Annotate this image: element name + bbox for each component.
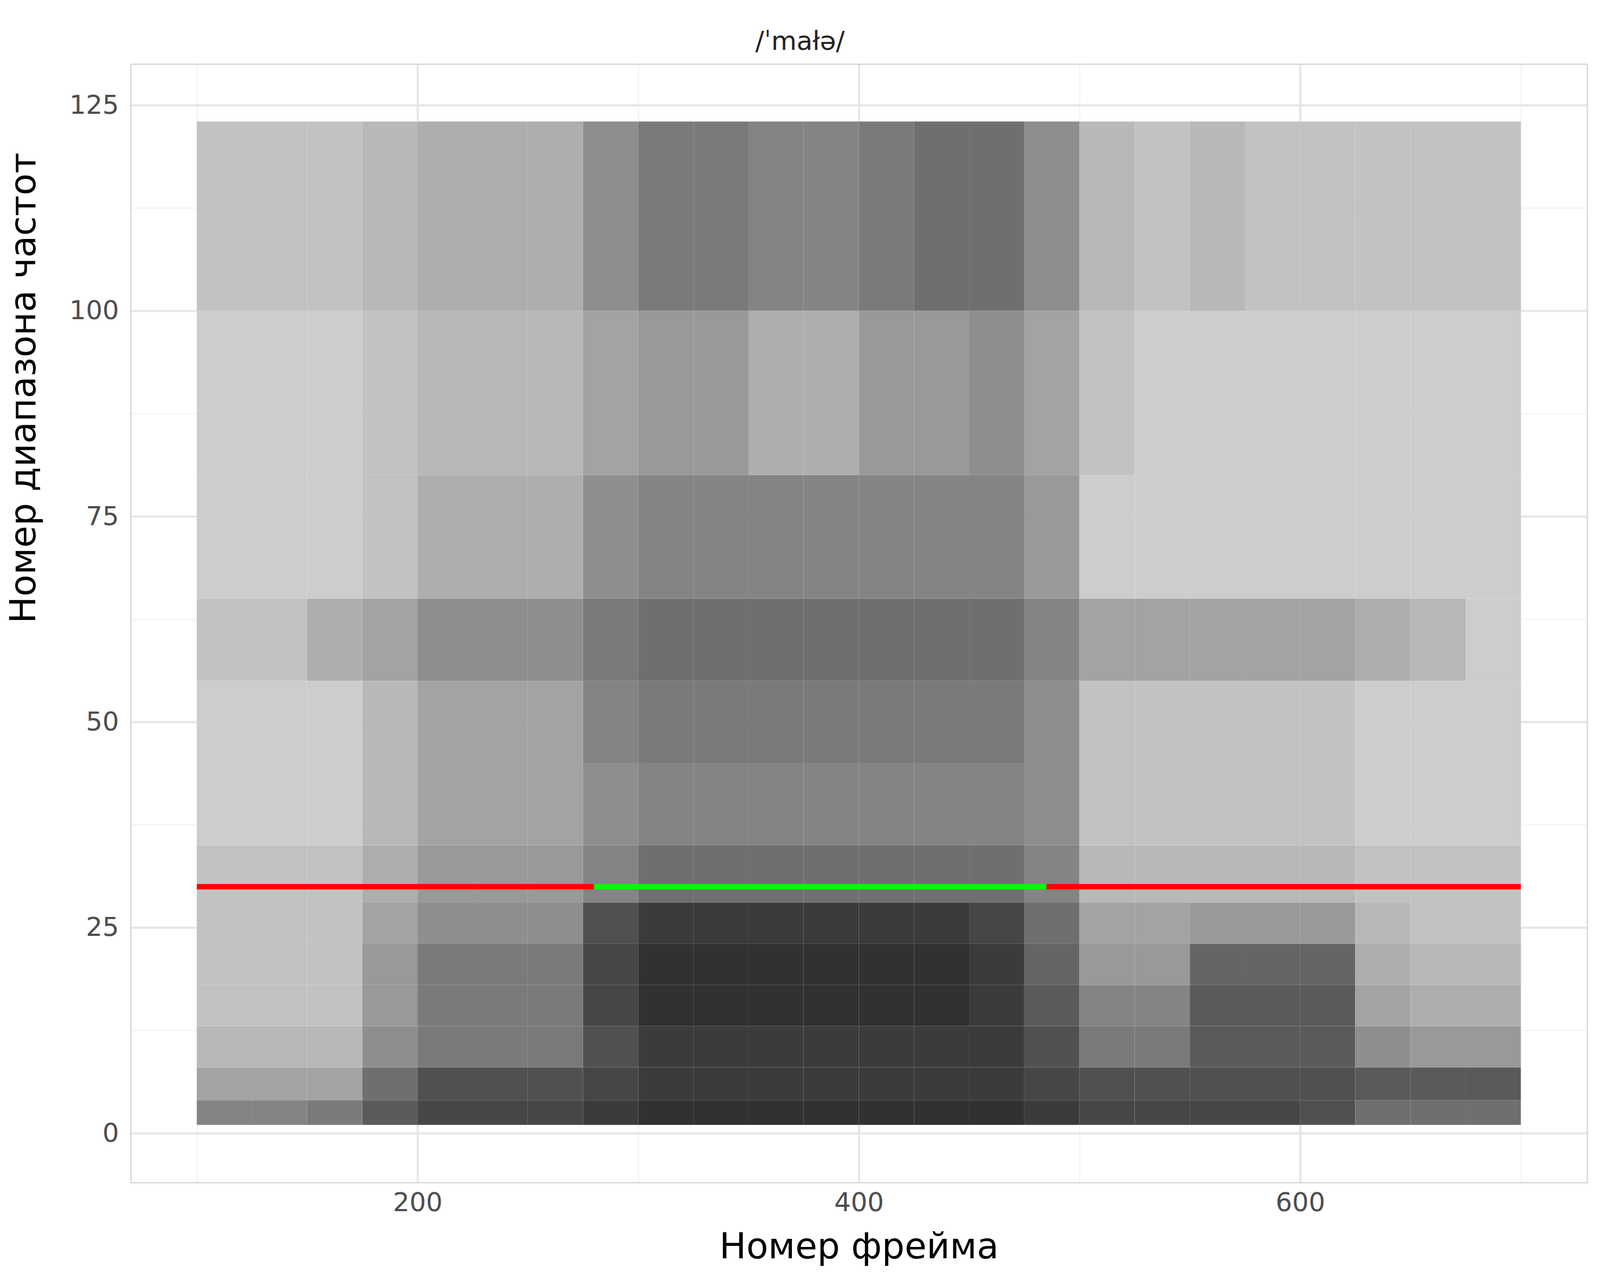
- html-text:/ˈmałə/: /ˈmałə/: [755, 25, 845, 56]
- svg-text:600: 600: [1275, 1186, 1326, 1218]
- svg-text:Номер диапазона частот: Номер диапазона частот: [2, 152, 44, 624]
- svg-text:400: 400: [834, 1186, 885, 1218]
- svg-text:25: 25: [85, 911, 119, 943]
- svg-text:0: 0: [102, 1117, 120, 1148]
- svg-text:125: 125: [69, 89, 120, 120]
- svg-text:200: 200: [392, 1186, 443, 1218]
- svg-text:50: 50: [85, 706, 119, 737]
- svg-text:Номер фрейма: Номер фрейма: [719, 1225, 999, 1268]
- svg-text:100: 100: [69, 294, 120, 326]
- svg-text:75: 75: [85, 500, 119, 532]
